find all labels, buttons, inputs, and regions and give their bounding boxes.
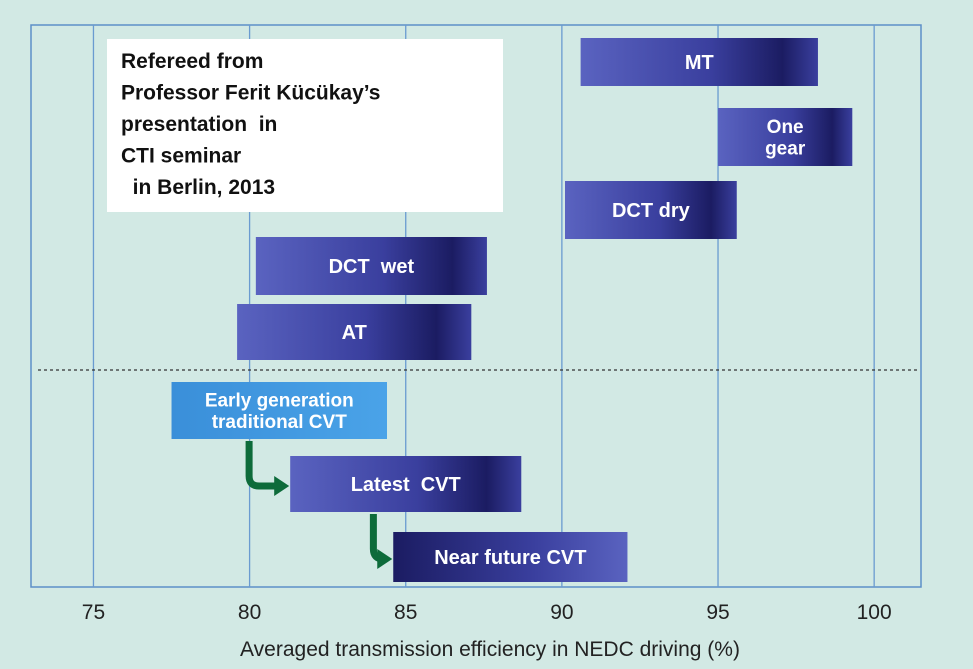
note-box xyxy=(107,39,503,212)
x-tick-label-95: 95 xyxy=(706,601,729,624)
bar-label-dct-wet: DCT wet xyxy=(329,256,415,278)
bar-early-generation-traditional-cvt xyxy=(171,382,387,439)
bar-label-latest-cvt: Latest CVT xyxy=(351,474,461,496)
bar-label-at: AT xyxy=(342,322,367,344)
arrow-1-head-icon xyxy=(274,476,290,496)
arrow-1-shaft xyxy=(245,441,277,490)
bar-latest-cvt xyxy=(290,456,522,512)
bar-at xyxy=(237,304,472,360)
note-text: Refereed from Professor Ferit Kücükay’s pr… xyxy=(121,50,381,199)
x-tick-label-75: 75 xyxy=(82,601,105,624)
x-tick-label-90: 90 xyxy=(550,601,573,624)
bar-label-one-gear: One gear xyxy=(765,117,806,159)
x-tick-label-80: 80 xyxy=(238,601,261,624)
x-axis-title: Averaged transmission efficiency in NEDC… xyxy=(240,638,740,661)
x-tick-label-100: 100 xyxy=(857,601,892,624)
bar-mt xyxy=(580,38,818,86)
bar-label-early-generation-traditional-cvt: Early generation traditional CVT xyxy=(205,391,354,433)
bar-label-dct-dry: DCT dry xyxy=(612,200,691,222)
x-tick-label-85: 85 xyxy=(394,601,417,624)
arrow-2-head-icon xyxy=(377,549,393,569)
bar-label-near-future-cvt: Near future CVT xyxy=(434,547,586,569)
bar-dct-wet xyxy=(255,237,487,295)
bar-dct-dry xyxy=(565,181,737,239)
bar-one-gear xyxy=(718,108,853,166)
bar-label-mt: MT xyxy=(685,52,714,74)
bar-near-future-cvt xyxy=(393,532,628,582)
